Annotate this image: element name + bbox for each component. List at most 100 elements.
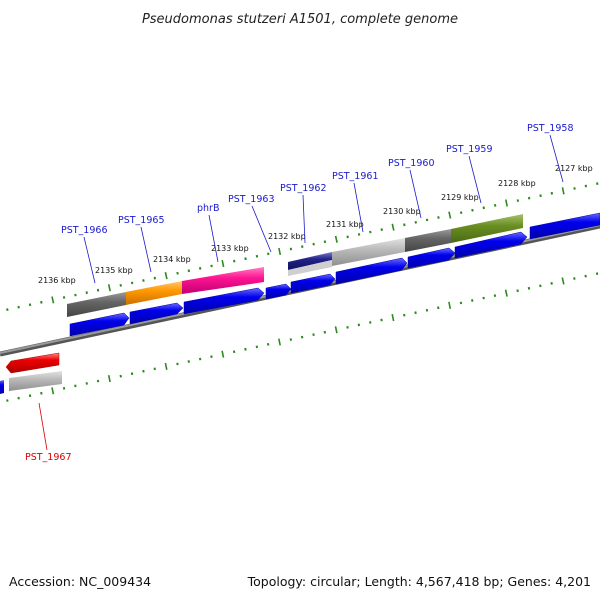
scale-tick-minor [176, 362, 179, 366]
gene-label-pst-1966[interactable]: PST_1966 [61, 225, 108, 236]
gene-feature[interactable] [182, 267, 264, 294]
scale-tick-minor [516, 289, 519, 293]
scale-tick-minor [142, 369, 145, 373]
scale-tick-major [448, 211, 452, 219]
scale-tick-major [164, 272, 168, 280]
scale-tick-major [391, 223, 395, 231]
cds-arrow[interactable] [183, 287, 265, 315]
cds-arrow[interactable] [69, 312, 130, 337]
gene-labels: PST_1966 PST_1965 phrB PST_1963 PST_1962… [25, 123, 574, 463]
scale-tick-minor [357, 233, 361, 236]
scale-tick-minor [516, 199, 520, 202]
scale-tick-minor [28, 303, 32, 307]
cds-arrow[interactable] [129, 302, 184, 325]
scale-tick-minor [459, 301, 463, 305]
scale-tick-minor [40, 300, 43, 304]
scale-tick-major [107, 284, 111, 292]
gene-label-pst-1961[interactable]: PST_1961 [332, 171, 379, 182]
scale-tick-major [334, 326, 338, 334]
gene-feature[interactable] [67, 292, 126, 317]
scale-tick-minor [550, 281, 553, 285]
scale-tick-major [51, 387, 55, 395]
scale-tick-minor [119, 283, 122, 287]
scale-tick-minor [482, 296, 485, 300]
gene-label-pst-1958[interactable]: PST_1958 [527, 123, 574, 134]
scale-tick-minor [187, 360, 190, 363]
scale-label: 2131 kbp [326, 220, 364, 229]
scale-tick-major [505, 199, 508, 207]
gene-label-pst-1960[interactable]: PST_1960 [388, 158, 435, 169]
cds-arrow[interactable] [335, 257, 408, 285]
scale-tick-minor [119, 374, 122, 378]
scale-tick-minor [210, 264, 213, 268]
scale-tick-minor [300, 335, 304, 339]
gene-track-colored [67, 214, 523, 317]
scale-tick-minor [425, 218, 429, 222]
scale-tick-minor [312, 333, 315, 337]
gene-feature[interactable] [451, 214, 523, 243]
scale-label: 2133 kbp [211, 244, 249, 253]
scale-tick-minor [74, 384, 77, 388]
gene-track-reverse [0, 352, 62, 394]
map-title: Pseudomonas stutzeri A1501, complete gen… [142, 12, 458, 27]
scale-tick-minor [130, 372, 134, 376]
gene-feature[interactable] [405, 229, 451, 252]
genome-summary-text: Topology: circular; Length: 4,567,418 bp… [247, 574, 591, 589]
scale-tick-minor [6, 308, 9, 312]
scale-tick-minor [232, 350, 236, 354]
scale-tick-major [391, 314, 395, 322]
gene-feature[interactable] [288, 252, 332, 270]
cds-arrow[interactable] [454, 231, 528, 259]
scale-tick-minor [176, 271, 179, 275]
cds-arrow-reverse[interactable] [5, 352, 60, 374]
scale-tick-minor [437, 306, 440, 310]
gene-feature[interactable] [332, 238, 405, 266]
scale-tick-minor [17, 305, 20, 309]
gene-label-pst-1959[interactable]: PST_1959 [446, 144, 493, 155]
scale-tick-major [107, 375, 111, 383]
scale-tick-major [278, 338, 281, 346]
scale-tick-major [164, 362, 168, 370]
scale-tick-minor [142, 279, 145, 282]
cds-arrow[interactable] [407, 247, 456, 269]
scale-tick-major [278, 247, 282, 256]
gene-feature[interactable] [9, 371, 62, 391]
scale-tick-minor [323, 330, 327, 334]
scale-tick-minor [584, 274, 587, 278]
scale-label: 2134 kbp [153, 255, 191, 264]
gene-label-phrb[interactable]: phrB [197, 203, 219, 214]
scale-tick-minor [380, 228, 383, 232]
gene-feature[interactable] [126, 281, 182, 305]
scale-tick-minor [6, 399, 9, 402]
gene-label-pst-1962[interactable]: PST_1962 [280, 183, 327, 194]
scale-tick-minor [17, 396, 20, 400]
scale-tick-minor [595, 272, 599, 276]
gene-feature[interactable] [288, 260, 332, 276]
scale-tick-minor [301, 245, 304, 249]
scale-tick-minor [414, 311, 417, 315]
scale-tick-major [561, 277, 565, 285]
gene-label-pst-1963[interactable]: PST_1963 [228, 194, 275, 205]
scale-tick-minor [244, 347, 247, 351]
scale-label: 2128 kbp [498, 179, 536, 188]
scale-label: 2135 kbp [95, 266, 133, 275]
cds-arrow[interactable] [0, 380, 4, 394]
scale-tick-major [221, 259, 225, 268]
scale-tick-minor [153, 276, 157, 280]
gene-leaders [38, 134, 564, 451]
scale-tick-major [334, 235, 338, 243]
scale-tick-minor [482, 206, 485, 210]
scale-tick-minor [369, 230, 372, 234]
cds-arrow[interactable] [290, 273, 336, 294]
scale-tick-minor [153, 367, 156, 371]
cds-arrow[interactable] [265, 283, 292, 300]
scale-label: 2132 kbp [268, 232, 306, 241]
gene-label-pst-1965[interactable]: PST_1965 [118, 215, 165, 226]
cds-arrow[interactable] [529, 212, 600, 240]
scale-tick-minor [346, 235, 349, 239]
scale-tick-minor [198, 357, 202, 361]
gene-label-pst-1967[interactable]: PST_1967 [25, 452, 72, 463]
scale-tick-minor [255, 345, 259, 349]
accession-text: Accession: NC_009434 [9, 574, 151, 589]
scale-tick-minor [584, 184, 588, 188]
